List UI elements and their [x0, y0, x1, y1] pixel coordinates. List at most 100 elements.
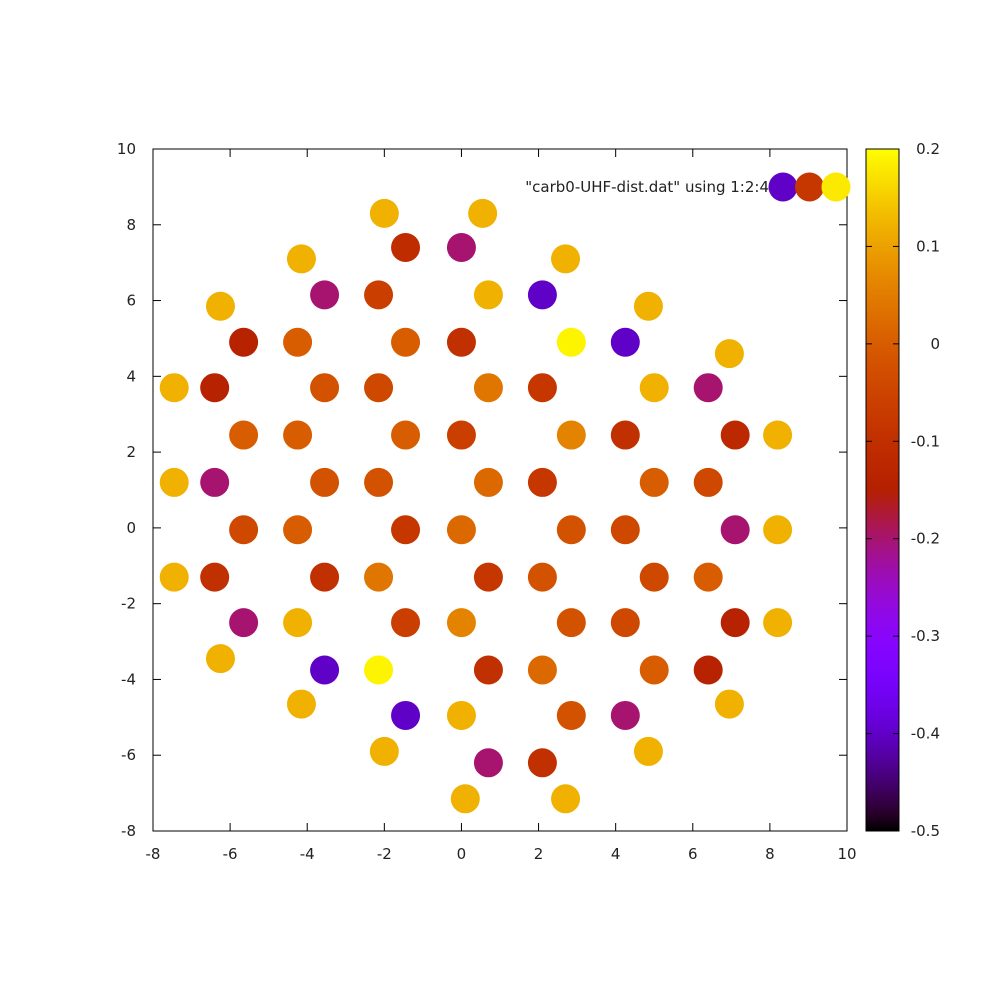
data-point: [310, 562, 340, 592]
data-point: [450, 784, 480, 814]
data-point: [693, 562, 723, 592]
y-tick-label: 0: [126, 519, 136, 537]
x-tick-label: 10: [837, 845, 856, 863]
legend-sample-marker: [768, 172, 798, 202]
data-point: [200, 373, 230, 403]
colorbar-tick-label: 0: [930, 335, 940, 353]
x-tick-label: 2: [534, 845, 544, 863]
data-point: [610, 327, 640, 357]
data-point: [446, 608, 476, 638]
x-tick-label: -8: [146, 845, 161, 863]
data-point: [763, 420, 793, 450]
data-point: [283, 420, 313, 450]
data-point: [763, 515, 793, 545]
axis-ticks: -8 -6 -4 -2 0 2 4 6 8 10 -8 -6 -4 -2 0 2 4 6 8 10: [117, 140, 857, 863]
data-point: [229, 608, 259, 638]
data-point: [714, 339, 744, 369]
data-point: [286, 244, 316, 274]
data-point: [200, 562, 230, 592]
legend-sample-marker: [795, 172, 824, 202]
data-point: [364, 562, 394, 592]
data-point: [310, 467, 340, 497]
data-point: [610, 420, 640, 450]
colorbar-tick-label: -0.1: [911, 432, 940, 450]
y-tick-label: 6: [126, 292, 136, 310]
data-point: [639, 373, 669, 403]
y-tick-label: 4: [126, 367, 136, 385]
data-point: [446, 233, 476, 263]
data-point: [391, 233, 421, 263]
data-point: [633, 291, 663, 321]
data-point: [639, 467, 669, 497]
data-point: [205, 291, 235, 321]
x-tick-label: -4: [300, 845, 315, 863]
data-point: [639, 562, 669, 592]
data-point: [639, 655, 669, 685]
colorbar-tick-label: -0.2: [911, 530, 940, 548]
data-point: [200, 467, 230, 497]
x-tick-label: -6: [223, 845, 238, 863]
data-point: [527, 748, 557, 778]
points-layer: [159, 198, 793, 814]
data-point: [286, 689, 316, 719]
data-point: [364, 467, 394, 497]
x-tick-label: -2: [377, 845, 392, 863]
y-tick-label: 8: [126, 216, 136, 234]
data-point: [468, 198, 498, 228]
colorbar-gradient: [865, 148, 900, 832]
data-point: [310, 655, 340, 685]
data-point: [610, 515, 640, 545]
y-tick-label: -4: [121, 670, 136, 688]
data-point: [527, 655, 557, 685]
data-point: [610, 700, 640, 730]
data-point: [556, 420, 586, 450]
data-point: [633, 736, 663, 766]
y-tick-label: 2: [126, 443, 136, 461]
data-point: [310, 280, 340, 310]
data-point: [283, 608, 313, 638]
data-point: [283, 327, 313, 357]
data-point: [473, 280, 503, 310]
plot-frame: [152, 148, 848, 832]
data-point: [364, 373, 394, 403]
data-point: [310, 373, 340, 403]
data-point: [551, 244, 581, 274]
data-point: [391, 608, 421, 638]
data-point: [369, 736, 399, 766]
data-point: [473, 748, 503, 778]
x-tick-label: 8: [765, 845, 775, 863]
data-point: [556, 327, 586, 357]
data-point: [693, 373, 723, 403]
colorbar: 0.2 0.1 0 -0.1 -0.2 -0.3 -0.4 -0.5: [865, 140, 940, 840]
data-point: [446, 420, 476, 450]
data-point: [229, 327, 259, 357]
data-point: [556, 700, 586, 730]
data-point: [556, 515, 586, 545]
data-point: [159, 562, 189, 592]
y-tick-label: -6: [121, 746, 136, 764]
y-tick-label: 10: [117, 140, 136, 158]
data-point: [159, 373, 189, 403]
legend-label: "carb0-UHF-dist.dat" using 1:2:4: [525, 178, 769, 196]
data-point: [229, 515, 259, 545]
colorbar-tick-label: -0.4: [911, 725, 940, 743]
data-point: [205, 644, 235, 674]
data-point: [364, 655, 394, 685]
data-point: [391, 420, 421, 450]
data-point: [551, 784, 581, 814]
data-point: [720, 515, 750, 545]
data-point: [527, 467, 557, 497]
data-point: [369, 198, 399, 228]
legend-sample-marker: [821, 172, 851, 202]
data-point: [473, 562, 503, 592]
data-point: [720, 608, 750, 638]
data-point: [446, 327, 476, 357]
data-point: [473, 373, 503, 403]
data-point: [473, 467, 503, 497]
data-point: [720, 420, 750, 450]
data-point: [693, 467, 723, 497]
data-point: [446, 515, 476, 545]
legend: "carb0-UHF-dist.dat" using 1:2:4: [525, 172, 851, 202]
data-point: [763, 608, 793, 638]
